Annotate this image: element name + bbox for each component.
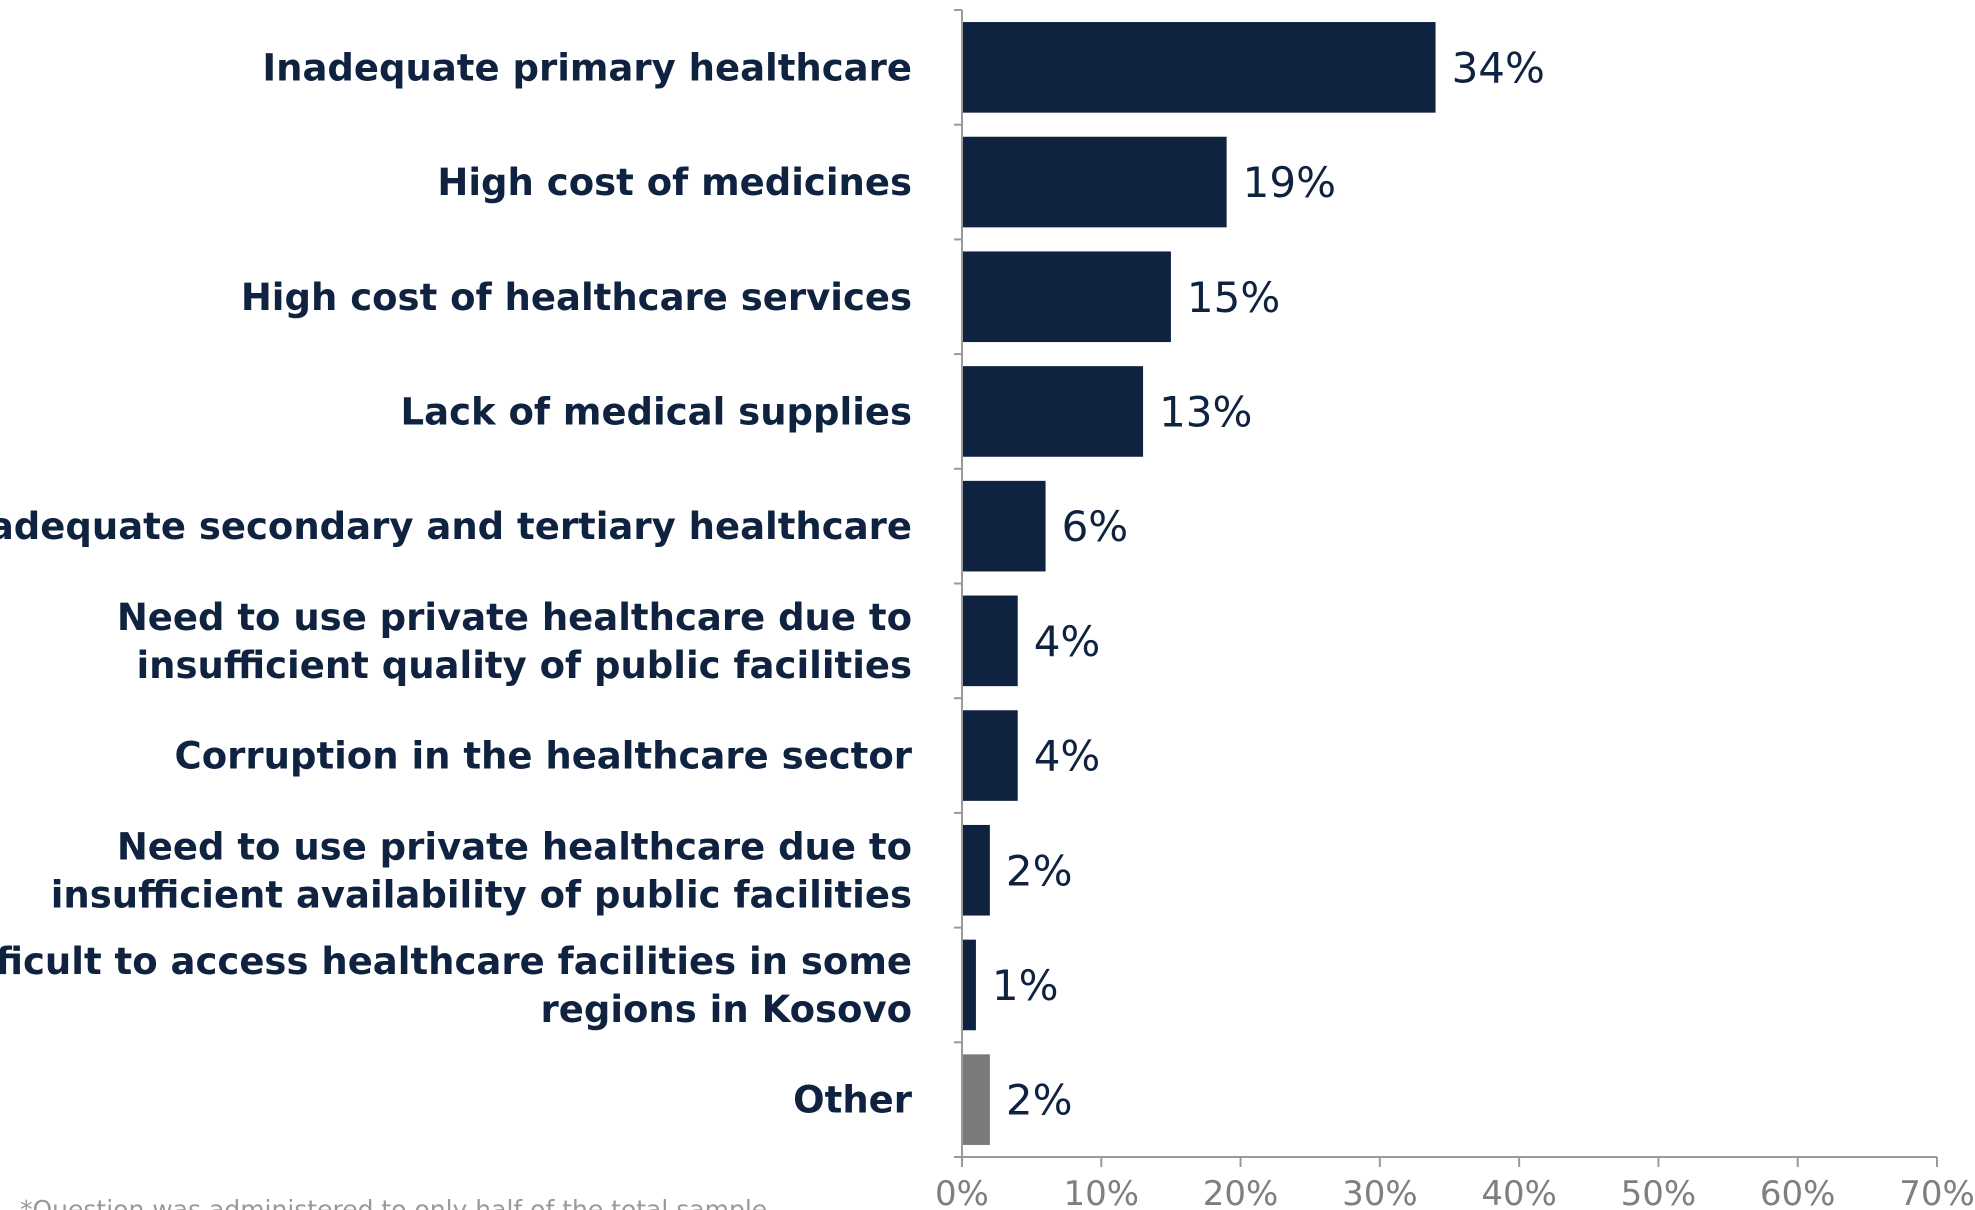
x-tick-label: 0%: [935, 1174, 989, 1210]
bar: [962, 595, 1018, 687]
bar: [962, 939, 976, 1031]
category-label-line: insufficient availability of public faci…: [51, 873, 912, 916]
value-label: 19%: [1243, 158, 1336, 207]
value-label: 4%: [1034, 617, 1101, 666]
x-tick-label: 40%: [1481, 1174, 1557, 1210]
bar: [962, 824, 990, 916]
bar: [962, 136, 1227, 228]
value-label: 34%: [1452, 43, 1545, 92]
bars-group: [962, 22, 1436, 1145]
value-label: 1%: [992, 961, 1059, 1010]
bar: [962, 480, 1046, 572]
x-tick-label: 30%: [1342, 1174, 1418, 1210]
category-labels-group: Inadequate primary healthcare High cost o…: [0, 46, 913, 1121]
bar: [962, 710, 1018, 801]
category-label-line: regions in Kosovo: [541, 988, 913, 1031]
bar: [962, 366, 1144, 457]
category-label-line: High cost of medicines: [437, 161, 912, 204]
bar: [962, 251, 1171, 343]
x-tick-label: 70%: [1899, 1174, 1975, 1210]
bar: [962, 22, 1436, 113]
category-label-line: Need to use private healthcare due to: [117, 596, 912, 639]
category-label-line: High cost of healthcare services: [241, 276, 912, 319]
value-label: 15%: [1187, 273, 1280, 322]
category-label: Inadequate secondary and tertiary health…: [0, 505, 912, 548]
category-label-line: Other: [793, 1079, 913, 1122]
axes-group: 0% 10% 20% 30% 40% 50% 60% 70%: [935, 9, 1975, 1210]
x-tick-label: 50%: [1621, 1174, 1697, 1210]
category-label: High cost of healthcare services: [241, 276, 912, 319]
category-label-line: Difficult to access healthcare facilitie…: [0, 940, 912, 983]
category-label: Lack of medical supplies: [401, 390, 912, 433]
category-label-line: Corruption in the healthcare sector: [175, 735, 913, 778]
category-label-line: Need to use private healthcare due to: [117, 825, 912, 868]
category-label: Corruption in the healthcare sector: [175, 735, 913, 778]
footnote: *Question was administered to only half …: [20, 1195, 767, 1210]
x-tick-label: 10%: [1063, 1174, 1139, 1210]
category-label-line: Inadequate secondary and tertiary health…: [0, 505, 912, 548]
category-label-line: insufficient quality of public facilitie…: [136, 644, 912, 687]
value-label: 6%: [1062, 502, 1129, 551]
x-tick-label: 20%: [1203, 1174, 1279, 1210]
category-label: Other: [793, 1079, 913, 1122]
value-label: 2%: [1006, 1076, 1073, 1125]
value-label: 13%: [1159, 387, 1252, 436]
value-label: 2%: [1006, 846, 1073, 895]
category-label-line: Lack of medical supplies: [401, 390, 912, 433]
value-label: 4%: [1034, 732, 1101, 781]
x-tick-label: 60%: [1760, 1174, 1836, 1210]
category-label: Need to use private healthcare due to ins…: [51, 825, 912, 916]
category-label: Difficult to access healthcare facilitie…: [0, 940, 912, 1031]
category-label-line: Inadequate primary healthcare: [262, 46, 912, 89]
category-label: Inadequate primary healthcare: [262, 46, 912, 89]
bar: [962, 1054, 990, 1145]
value-labels-group: 34% 19% 15% 13% 6% 4% 4% 2% 1% 2%: [992, 43, 1545, 1124]
category-label: Need to use private healthcare due to ins…: [117, 596, 912, 687]
category-label: High cost of medicines: [437, 161, 912, 204]
